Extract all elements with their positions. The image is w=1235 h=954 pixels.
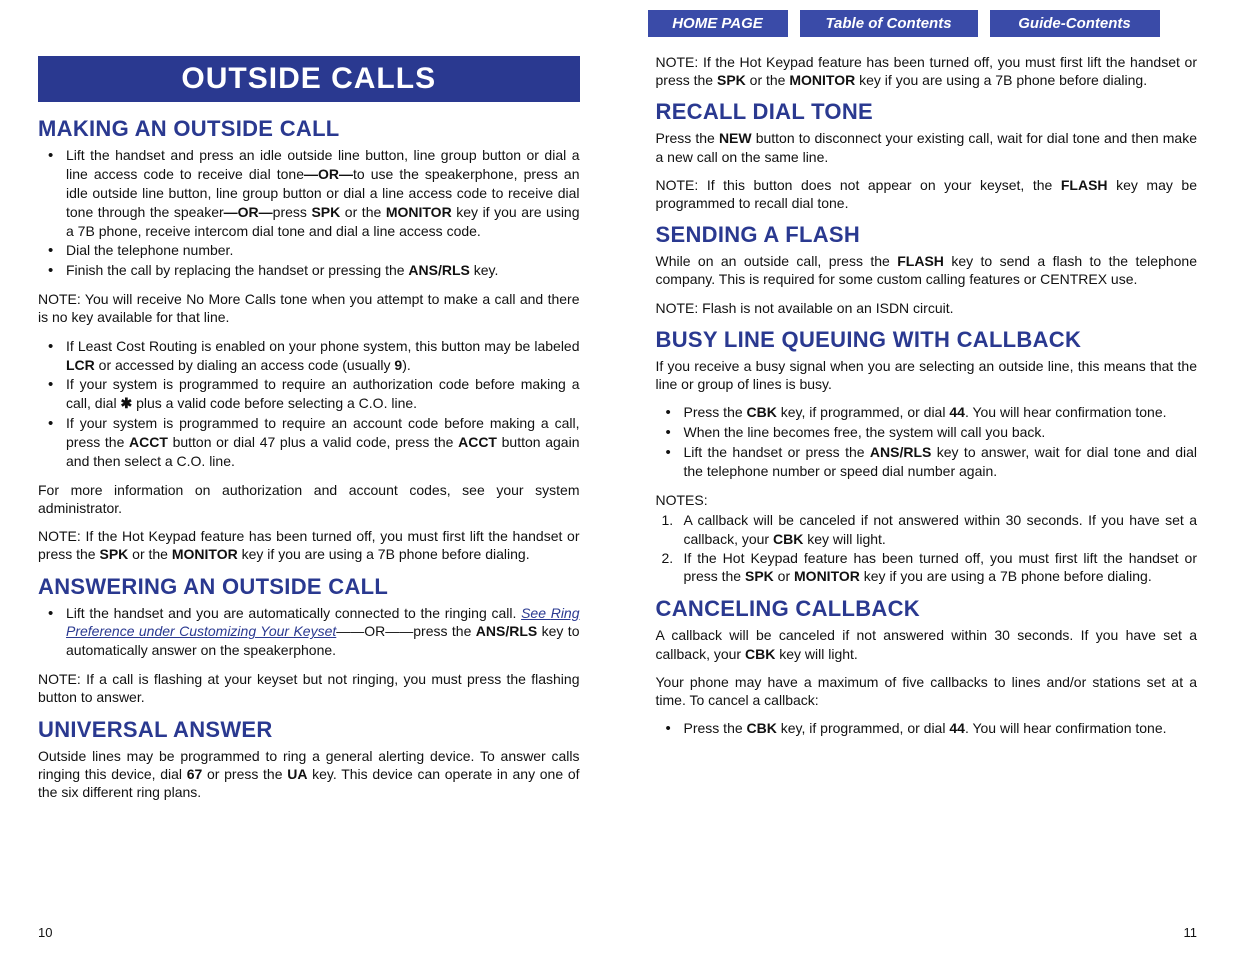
list-item: Lift the handset and press an idle outsi…	[38, 146, 580, 240]
guide-contents-button[interactable]: Guide-Contents	[990, 10, 1160, 37]
heading-recall-dial-tone: RECALL DIAL TONE	[656, 99, 1198, 125]
list-item: Press the CBK key, if programmed, or dia…	[656, 719, 1198, 738]
notes-list: A callback will be canceled if not answe…	[656, 511, 1198, 587]
busy-line-list: Press the CBK key, if programmed, or dia…	[656, 403, 1198, 481]
table-of-contents-button[interactable]: Table of Contents	[800, 10, 978, 37]
cancel-callback-list: Press the CBK key, if programmed, or dia…	[656, 719, 1198, 738]
heading-sending-flash: SENDING A FLASH	[656, 222, 1198, 248]
heading-busy-line: BUSY LINE QUEUING WITH CALLBACK	[656, 327, 1198, 353]
body-text: While on an outside call, press the FLAS…	[656, 252, 1198, 288]
page-right: HOME PAGE Table of Contents Guide-Conten…	[618, 10, 1235, 944]
list-item: Lift the handset or press the ANS/RLS ke…	[656, 443, 1198, 481]
note-text: NOTE: If a call is flashing at your keys…	[38, 670, 580, 706]
heading-answering-call: ANSWERING AN OUTSIDE CALL	[38, 574, 580, 600]
heading-making-call: MAKING AN OUTSIDE CALL	[38, 116, 580, 142]
list-item: Finish the call by replacing the handset…	[38, 261, 580, 280]
body-text: Outside lines may be programmed to ring …	[38, 747, 580, 802]
page-left: OUTSIDE CALLS MAKING AN OUTSIDE CALL Lif…	[0, 10, 618, 944]
heading-universal-answer: UNIVERSAL ANSWER	[38, 717, 580, 743]
list-item: When the line becomes free, the system w…	[656, 423, 1198, 442]
page-number: 10	[38, 925, 52, 940]
list-item: If your system is programmed to require …	[38, 375, 580, 413]
list-item: Dial the telephone number.	[38, 241, 580, 260]
nav-bar: HOME PAGE Table of Contents Guide-Conten…	[648, 10, 1198, 37]
answering-list: Lift the handset and you are automatical…	[38, 604, 580, 661]
body-text: If you receive a busy signal when you ar…	[656, 357, 1198, 393]
list-item: If your system is programmed to require …	[38, 414, 580, 471]
note-text: NOTE: If the Hot Keypad feature has been…	[656, 53, 1198, 89]
home-page-button[interactable]: HOME PAGE	[648, 10, 788, 37]
body-text: Your phone may have a maximum of five ca…	[656, 673, 1198, 709]
list-item: A callback will be canceled if not answe…	[656, 511, 1198, 549]
list-item: Lift the handset and you are automatical…	[38, 604, 580, 661]
body-text: A callback will be canceled if not answe…	[656, 626, 1198, 662]
list-item: Press the CBK key, if programmed, or dia…	[656, 403, 1198, 422]
page-number: 11	[1184, 925, 1198, 940]
making-call-list: Lift the handset and press an idle outsi…	[38, 146, 580, 280]
list-item: If the Hot Keypad feature has been turne…	[656, 549, 1198, 587]
section-title: OUTSIDE CALLS	[38, 56, 580, 102]
body-text: Press the NEW button to disconnect your …	[656, 129, 1198, 165]
body-text: For more information on authorization an…	[38, 481, 580, 517]
note-text: NOTE: You will receive No More Calls ton…	[38, 290, 580, 326]
heading-canceling-callback: CANCELING CALLBACK	[656, 596, 1198, 622]
making-call-list-2: If Least Cost Routing is enabled on your…	[38, 337, 580, 471]
note-text: NOTE: If this button does not appear on …	[656, 176, 1198, 212]
note-text: NOTE: Flash is not available on an ISDN …	[656, 299, 1198, 317]
note-text: NOTE: If the Hot Keypad feature has been…	[38, 527, 580, 563]
list-item: If Least Cost Routing is enabled on your…	[38, 337, 580, 375]
notes-label: NOTES:	[656, 491, 1198, 509]
